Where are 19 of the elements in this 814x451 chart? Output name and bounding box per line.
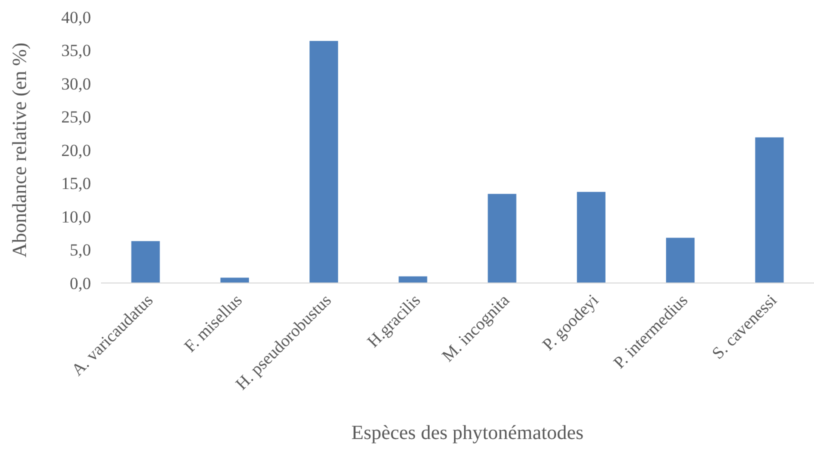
bar [131,241,160,283]
bar [755,137,784,283]
bar [220,278,249,283]
y-tick-label: 10,0 [61,207,91,226]
bar [488,194,516,283]
y-tick-label: 30,0 [61,74,91,94]
y-tick-label: 20,0 [61,140,91,160]
y-tick-label: 5,0 [70,240,91,260]
y-tick-label: 40,0 [61,8,91,27]
bar [576,192,606,283]
bar [666,238,695,283]
y-tick-label: 35,0 [61,41,91,60]
bar [398,276,428,283]
y-tick-label: 0,0 [70,274,91,293]
bar [310,40,338,283]
y-axis-title: Abondance relative (en %) [9,42,31,258]
x-axis-title: Espèces des phytonématodes [351,422,584,444]
y-tick-label: 25,0 [61,108,91,127]
y-tick-label: 15,0 [61,174,91,194]
